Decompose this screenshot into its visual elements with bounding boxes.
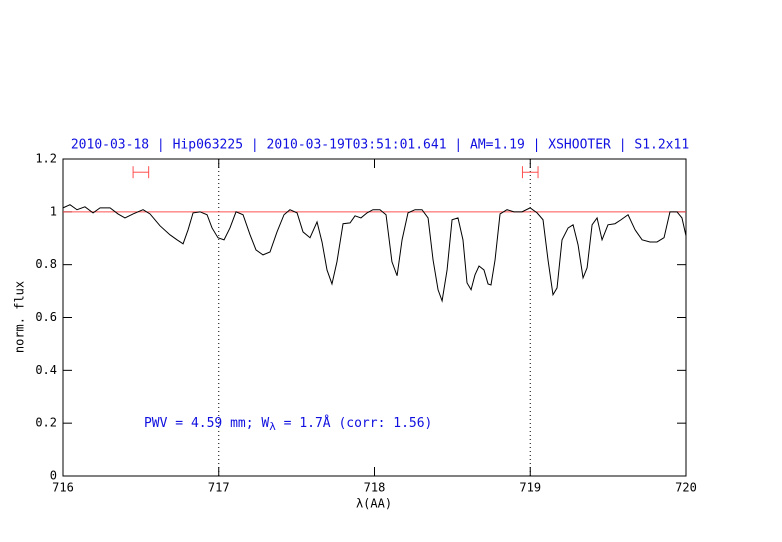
x-tick-label: 716 <box>52 481 74 495</box>
chart-title: 2010-03-18 | Hip063225 | 2010-03-19T03:5… <box>71 138 689 153</box>
annotation-subscript: λ <box>269 420 276 433</box>
y-tick-label: 0.4 <box>35 363 57 377</box>
x-tick-label: 719 <box>519 481 541 495</box>
y-tick-label: 0.8 <box>35 257 57 271</box>
spectrum-line <box>62 204 687 303</box>
y-axis-label: norm. flux <box>13 281 27 353</box>
x-tick-label: 720 <box>675 481 697 495</box>
x-tick-label: 717 <box>208 481 230 495</box>
y-tick-label: 1.2 <box>35 152 57 166</box>
x-tick-label: 718 <box>364 481 386 495</box>
annotation-text: = 1.7Å (corr: 1.56) <box>276 415 433 431</box>
x-axis-label: λ(AA) <box>356 497 392 511</box>
y-tick-label: 0.6 <box>35 310 57 324</box>
y-tick-label: 1 <box>50 204 57 218</box>
y-tick-label: 0 <box>50 469 57 483</box>
annotation: PWV = 4.59 mm; Wλ = 1.7Å (corr: 1.56) <box>144 415 432 434</box>
y-tick-label: 0.2 <box>35 416 57 430</box>
annotation-text: PWV = 4.59 mm; W <box>144 416 269 431</box>
